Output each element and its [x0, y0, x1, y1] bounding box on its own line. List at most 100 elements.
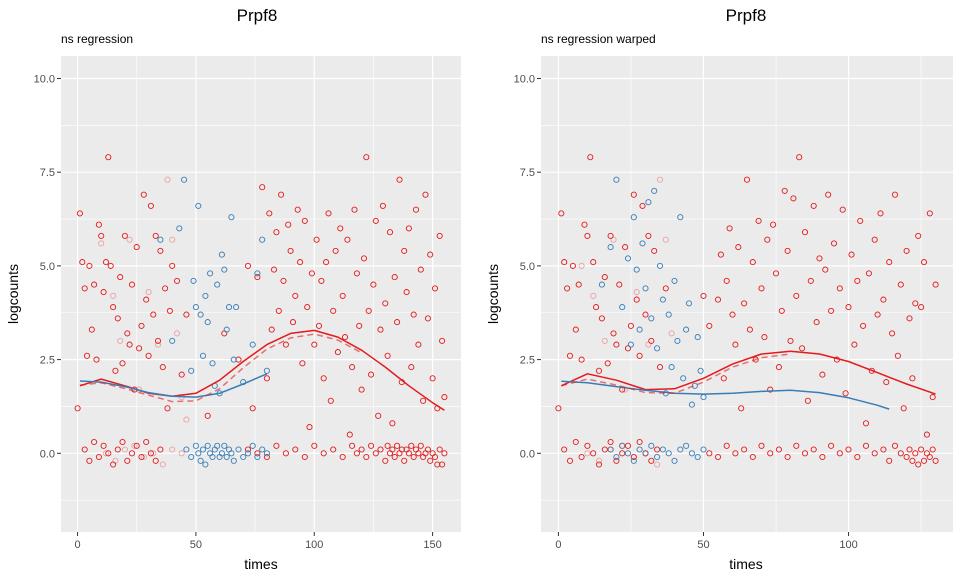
right-point-series-0 — [619, 450, 626, 457]
left-point-series-0 — [259, 184, 266, 191]
left-point-series-3 — [110, 292, 117, 299]
right-point-series-1 — [624, 450, 632, 457]
right-point-series-0 — [796, 154, 803, 161]
right-point-series-0 — [828, 307, 835, 314]
left-point-series-0 — [294, 206, 301, 213]
left-point-series-0 — [368, 442, 375, 449]
right-point-series-0 — [784, 453, 791, 461]
left-point-series-0 — [382, 457, 389, 464]
right-point-series-0 — [607, 232, 614, 239]
right-point-series-0 — [799, 345, 806, 352]
right-point-series-3 — [662, 236, 669, 243]
left-point-series-3 — [183, 416, 190, 423]
left-point-series-0 — [105, 450, 112, 457]
right-point-series-0 — [894, 352, 901, 359]
right-point-series-1 — [642, 285, 649, 292]
left-point-series-1 — [230, 457, 237, 464]
right-point-series-0 — [561, 259, 568, 266]
left-point-series-0 — [311, 442, 318, 449]
right-point-series-0 — [706, 450, 713, 457]
left-point-series-0 — [285, 221, 292, 228]
left-point-series-0 — [315, 322, 323, 329]
left-point-series-1 — [225, 304, 233, 311]
chart-right-curves — [560, 350, 936, 410]
left-point-series-1 — [228, 214, 235, 221]
right-point-series-0 — [622, 244, 629, 251]
right-point-series-0 — [732, 341, 739, 348]
right-point-series-1 — [613, 176, 620, 183]
right-point-series-0 — [900, 405, 907, 412]
left-point-series-0 — [391, 453, 398, 461]
right-point-series-0 — [923, 431, 930, 438]
right-point-series-0 — [723, 442, 730, 449]
left-point-series-0 — [173, 277, 181, 284]
left-point-series-0 — [166, 307, 173, 314]
left-point-series-1 — [254, 270, 261, 277]
left-point-series-0 — [386, 229, 394, 236]
left-point-series-0 — [384, 442, 391, 449]
left-point-series-0 — [439, 461, 446, 468]
right-point-series-0 — [720, 375, 727, 382]
right-point-series-3 — [654, 461, 661, 468]
right-point-series-0 — [926, 210, 933, 217]
left-point-series-0 — [280, 277, 287, 284]
right-point-series-0 — [630, 191, 637, 198]
left-point-series-0 — [164, 405, 171, 412]
left-point-series-1 — [233, 304, 240, 311]
right-point-series-0 — [758, 285, 765, 292]
left-point-series-0 — [93, 356, 100, 363]
left-point-series-1 — [218, 251, 225, 258]
right-x-tick-label: 0 — [555, 539, 561, 551]
left-point-series-1 — [221, 266, 228, 273]
right-point-series-0 — [912, 300, 919, 307]
right-point-series-0 — [880, 446, 887, 453]
right-point-series-0 — [749, 259, 756, 266]
left-point-series-1 — [249, 442, 256, 449]
right-point-series-0 — [624, 345, 632, 352]
right-point-series-3 — [610, 236, 617, 243]
right-point-series-1 — [671, 457, 678, 464]
chart-left-subtitle: ns regression — [61, 32, 133, 46]
left-point-series-0 — [100, 289, 107, 296]
right-point-series-1 — [613, 453, 620, 461]
left-point-series-0 — [143, 438, 150, 446]
right-point-series-0 — [584, 442, 591, 449]
left-point-series-0 — [138, 322, 145, 329]
left-point-series-0 — [356, 322, 363, 329]
left-point-series-0 — [396, 176, 403, 183]
right-point-series-0 — [906, 446, 913, 453]
left-point-series-0 — [74, 405, 81, 412]
left-point-series-0 — [297, 259, 304, 266]
left-point-series-1 — [263, 367, 270, 374]
left-point-series-0 — [410, 453, 417, 461]
right-point-series-0 — [816, 255, 823, 262]
right-point-series-0 — [897, 281, 904, 288]
right-point-series-0 — [717, 251, 724, 258]
left-point-series-0 — [98, 232, 105, 239]
right-point-series-0 — [741, 446, 748, 453]
left-point-series-0 — [91, 438, 98, 446]
left-point-series-0 — [263, 453, 270, 461]
left-point-series-0 — [358, 446, 365, 453]
left-point-series-0 — [379, 202, 386, 209]
right-fitted-curve-series-2 — [561, 353, 791, 395]
right-point-series-0 — [909, 457, 916, 464]
right-point-series-3 — [584, 450, 591, 457]
left-point-series-0 — [337, 225, 344, 232]
right-point-series-0 — [581, 221, 588, 228]
left-fitted-curve-series-2 — [79, 333, 362, 403]
left-point-series-0 — [306, 424, 313, 431]
left-point-series-0 — [152, 232, 159, 239]
left-point-series-0 — [424, 315, 431, 322]
right-point-series-0 — [645, 232, 652, 239]
right-point-series-3 — [645, 341, 652, 348]
right-point-series-0 — [587, 154, 594, 161]
right-point-series-1 — [619, 304, 626, 311]
left-point-series-0 — [154, 337, 162, 344]
right-point-series-0 — [770, 221, 777, 228]
left-y-tick-label: 2.5 — [40, 355, 55, 367]
right-point-series-0 — [886, 259, 893, 266]
right-point-series-0 — [775, 364, 782, 371]
right-point-series-1 — [683, 326, 690, 333]
right-point-series-1 — [651, 187, 658, 194]
